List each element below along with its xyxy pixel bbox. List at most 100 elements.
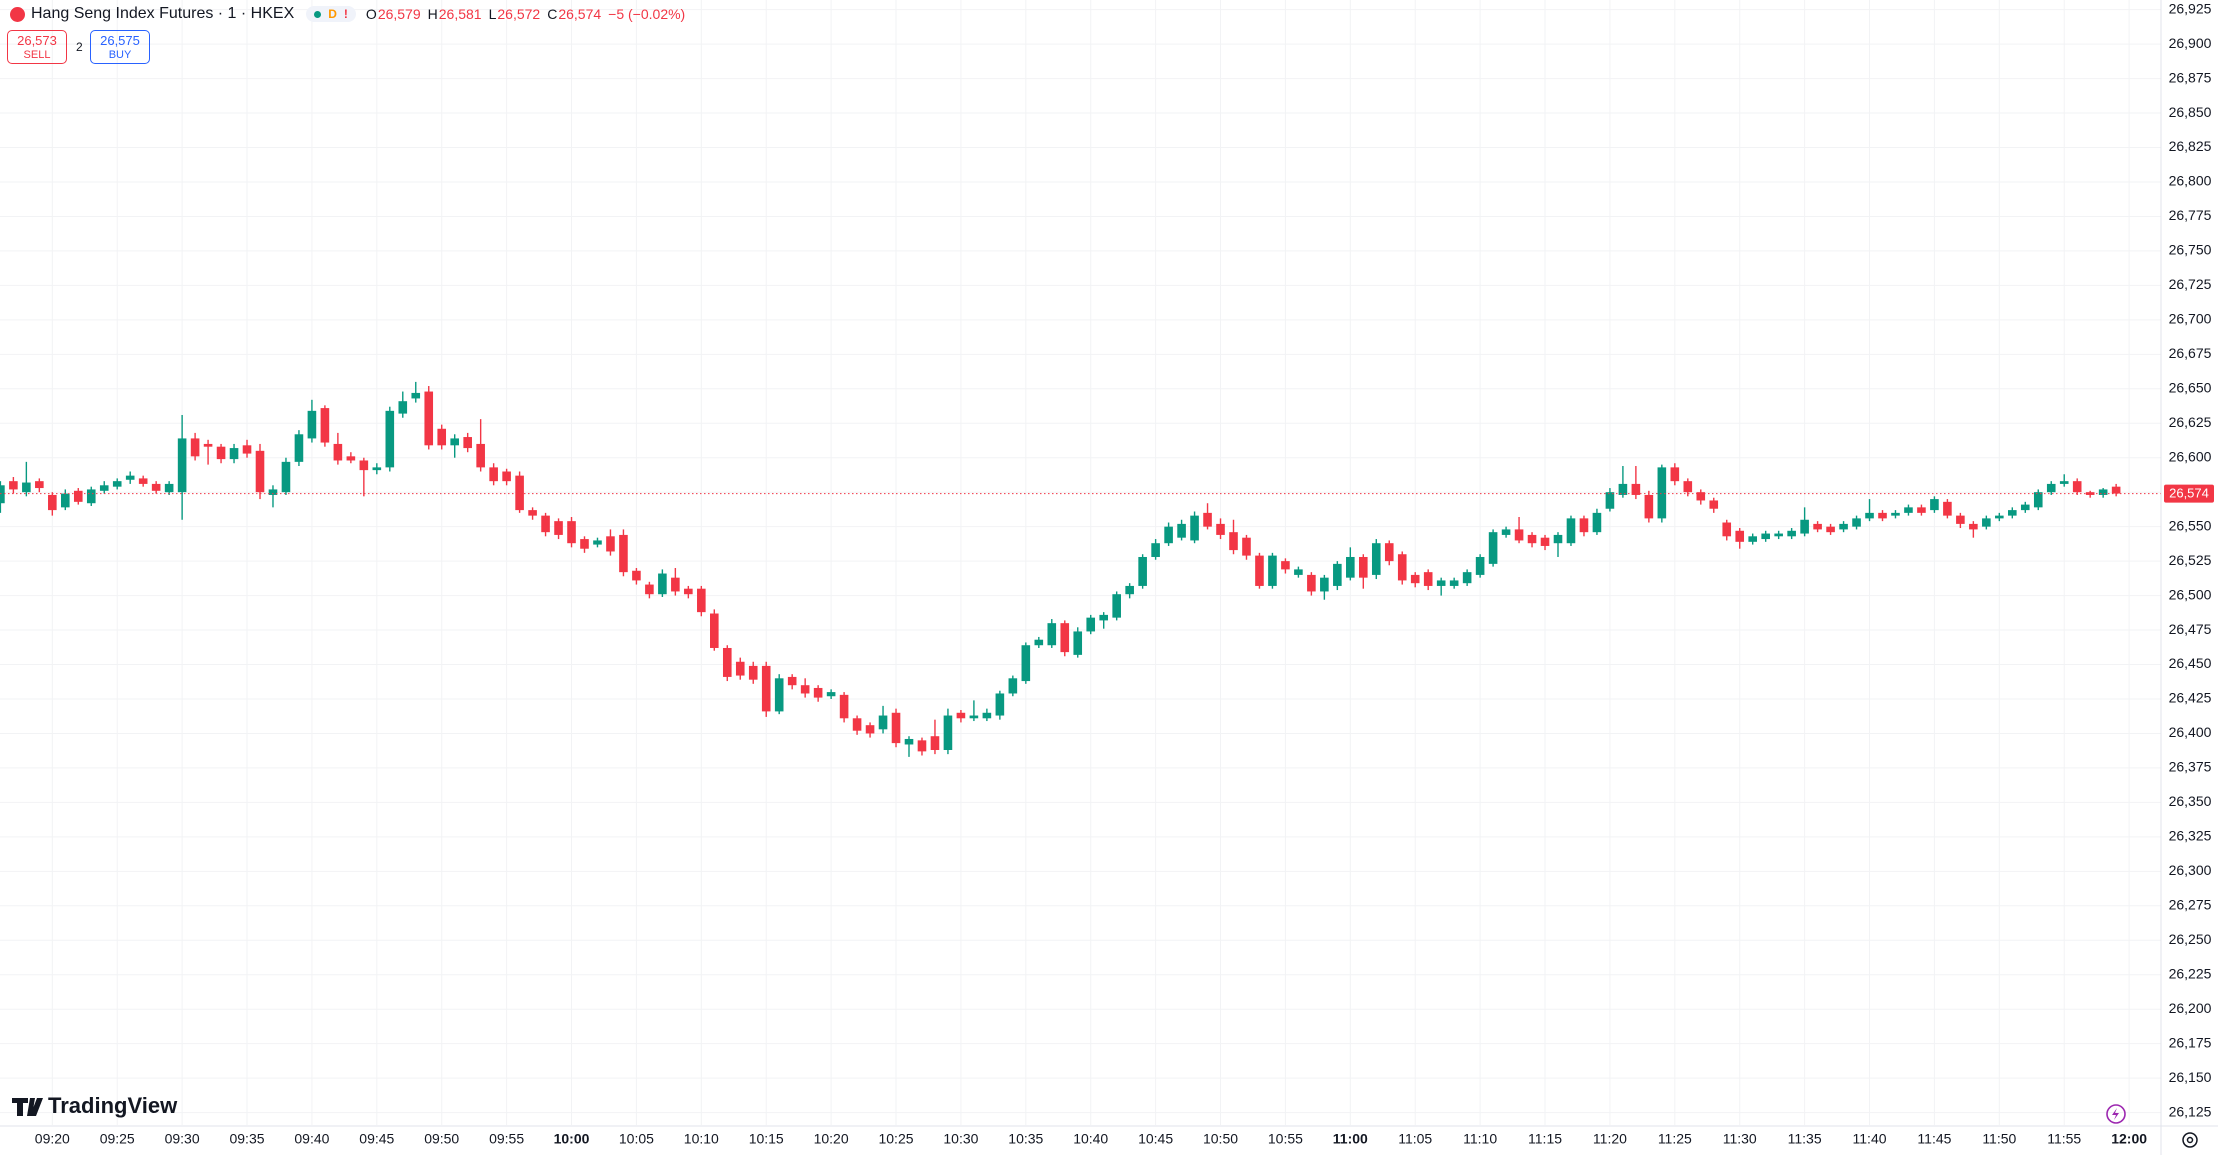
candle-body [852,718,862,731]
y-tick-label: 26,775 [2169,207,2212,223]
candle-body [1774,533,1783,537]
candle-body [1527,534,1537,544]
y-tick-label: 26,275 [2169,896,2212,912]
candle-body [1800,519,1809,534]
candle-body [1073,631,1083,655]
x-tick-label: 11:20 [1593,1131,1627,1147]
y-tick-label: 26,175 [2169,1034,2212,1050]
x-tick-label: 09:45 [359,1131,394,1147]
candle-body [437,428,447,446]
x-tick-label: 10:30 [943,1131,978,1147]
status-pill[interactable]: D ! [306,6,356,22]
lightning-button[interactable] [2106,1104,2126,1124]
candle-body [1190,515,1199,541]
candle-body [1307,574,1316,592]
x-tick-label: 09:50 [424,1131,459,1147]
candle-body [658,573,667,595]
candle-body [982,712,992,719]
x-tick-label: 09:35 [229,1131,264,1147]
open-value: 26,579 [377,6,421,22]
candle-body [1644,494,1654,519]
logo: TradingView [12,1093,178,1118]
candle-body [2020,504,2030,511]
candle-body [1177,523,1186,538]
candle-body [671,577,680,592]
y-tick-label: 26,250 [2169,931,2212,947]
y-tick-label: 26,350 [2169,793,2212,809]
x-tick-label: 11:25 [1658,1131,1692,1147]
x-tick-label: 11:40 [1853,1131,1887,1147]
candle-body [930,736,940,750]
candle-body [722,647,732,677]
candle-body [697,588,706,613]
x-tick-label: 11:00 [1333,1131,1368,1147]
low-value: 26,572 [497,6,541,22]
candle-body [398,401,408,414]
candle-body [1060,623,1070,653]
candle-body [1579,518,1589,533]
x-tick-label: 10:00 [554,1131,590,1147]
candle-body [2008,510,2017,516]
candle-body [1657,467,1667,519]
candle-body [255,450,265,493]
candle-body [1410,574,1420,584]
candle-body [969,715,979,719]
candle-body [333,443,343,461]
sell-label: SELL [23,49,51,61]
sell-button[interactable]: 26,573 SELL [7,30,67,64]
candle-body [190,438,200,457]
candle-body [1969,523,1978,530]
candle-body [1735,530,1745,542]
market-open-dot [314,10,322,18]
candle-body [61,493,70,508]
candle-body [1229,532,1238,551]
buy-label: BUY [108,49,132,61]
candle-body [684,588,693,595]
candle-body [1008,678,1018,694]
buy-button[interactable]: 26,575 BUY [90,30,150,64]
y-tick-label: 26,925 [2169,0,2212,16]
y-tick-label: 26,825 [2169,138,2212,154]
candle-body [761,665,771,712]
close-label: C [547,6,558,22]
x-tick-label: 09:40 [294,1131,329,1147]
y-tick-label: 26,150 [2169,1069,2212,1085]
x-tick-label: 12:00 [2111,1131,2147,1147]
candle-body [1683,481,1693,493]
candle-body [1320,577,1329,592]
symbol-title[interactable]: Hang Seng Index Futures · 1 · HKEX [31,5,295,22]
candle-body [463,437,472,449]
candle-body [268,489,278,495]
candle-body [9,481,18,490]
candle-body [1982,518,1991,527]
candle-body [125,475,135,480]
open-label: O [365,6,377,22]
x-tick-label: 09:20 [35,1131,70,1147]
x-tick-label: 10:20 [814,1131,849,1147]
x-tick-label: 11:35 [1788,1131,1822,1147]
candle-body [1553,534,1563,544]
y-tick-label: 26,450 [2169,655,2212,671]
candle-body [1930,499,1939,511]
candle-body [1021,645,1031,682]
candle-body [632,570,641,581]
plot-area [0,381,2161,757]
candle-body [1722,522,1732,537]
y-tick-label: 26,300 [2169,862,2212,878]
candle-body [891,712,901,744]
candle-body [1255,555,1264,586]
candle-body [1125,585,1134,595]
settings-button[interactable] [2182,1132,2198,1148]
candle-body [580,539,589,549]
x-tick-label: 10:25 [878,1131,913,1147]
x-tick-label: 10:05 [619,1131,654,1147]
x-tick-label: 11:45 [1917,1131,1951,1147]
candle-body [943,715,953,750]
candle-body [1917,507,1926,513]
candle-body [748,665,758,680]
candle-body [1488,532,1498,564]
candle-body [1761,533,1770,540]
candle-body [1852,518,1861,527]
candle-body [203,443,213,447]
candle-body [1592,512,1602,533]
